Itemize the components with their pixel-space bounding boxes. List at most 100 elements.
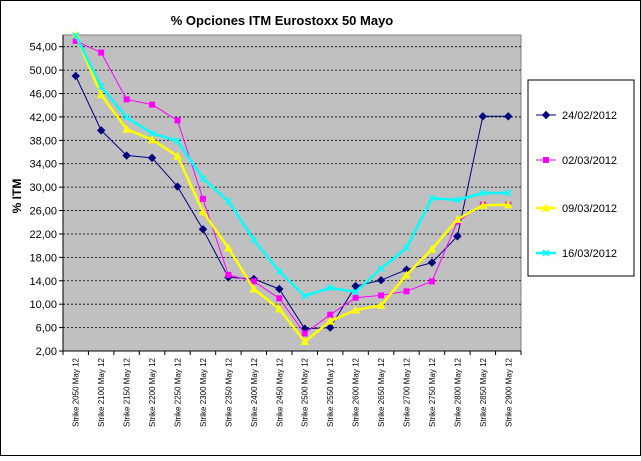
y-tick-label: 50,00	[29, 65, 57, 77]
y-tick-label: 38,00	[29, 135, 57, 147]
x-tick-label: Strike 2800 May 12	[453, 357, 462, 426]
legend-label: 24/02/2012	[562, 110, 617, 122]
y-tick-label: 2,00	[36, 346, 57, 358]
x-tick-label: Strike 2300 May 12	[199, 357, 208, 426]
legend-box	[527, 79, 635, 277]
data-point	[352, 288, 360, 296]
data-point	[351, 305, 360, 314]
data-point	[428, 194, 436, 202]
data-point	[123, 96, 130, 103]
plot-background	[62, 34, 522, 352]
data-point	[148, 129, 156, 137]
data-point	[173, 182, 182, 191]
series-line	[74, 34, 509, 343]
x-tick-label: Strike 2550 May 12	[326, 357, 335, 426]
x-tick-label: Strike 2150 May 12	[123, 357, 132, 426]
legend-marker	[542, 249, 550, 257]
x-tick-label: Strike 2750 May 12	[428, 357, 437, 426]
chart-title: % Opciones ITM Eurostoxx 50 Mayo	[171, 13, 394, 28]
data-point	[402, 270, 411, 279]
x-tick-label: Strike 2450 May 12	[275, 357, 284, 426]
y-tick-label: 10,00	[29, 299, 57, 311]
data-point	[173, 137, 182, 145]
data-point	[300, 337, 310, 346]
legend: 24/02/2012 02/03/2012 09/03/2012 16/03/2012	[527, 79, 635, 277]
series-line	[75, 75, 509, 330]
data-point	[376, 275, 386, 285]
data-point	[173, 151, 182, 160]
data-point	[504, 112, 513, 121]
legend-label: 16/03/2012	[562, 248, 617, 260]
data-point	[326, 284, 334, 292]
data-point	[378, 292, 385, 299]
data-point	[453, 232, 462, 241]
data-point	[427, 258, 437, 267]
x-tick-label: Strike 2700 May 12	[403, 357, 412, 426]
data-point	[122, 124, 131, 133]
legend-label: 09/03/2012	[562, 203, 617, 215]
data-point	[479, 189, 487, 197]
data-point	[149, 101, 156, 108]
data-point	[453, 196, 461, 204]
data-point	[478, 200, 488, 209]
data-point	[174, 117, 181, 124]
data-point	[275, 267, 283, 275]
data-point	[97, 82, 105, 91]
x-tick-label: Strike 2650 May 12	[377, 357, 386, 426]
data-point	[376, 300, 386, 309]
data-point	[198, 225, 208, 234]
series-line	[74, 35, 509, 298]
data-point	[199, 195, 206, 202]
x-tick-label: Strike 2850 May 12	[479, 357, 488, 426]
y-tick-label: 14,00	[29, 276, 57, 288]
data-point	[71, 71, 80, 81]
y-tick-label: 42,00	[29, 112, 57, 124]
x-tick-label: Strike 2200 May 12	[148, 357, 157, 426]
data-point	[325, 323, 335, 332]
plot-area: 2,00 6,00 10,00 14,00 18,00 22,00 26,00 30,00 34…	[29, 30, 522, 427]
data-point	[250, 278, 257, 285]
data-point	[123, 113, 131, 122]
x-tick-label: Strike 2900 May 12	[504, 357, 513, 426]
data-point	[249, 284, 259, 293]
x-tick-label: Strike 2600 May 12	[352, 357, 361, 426]
data-point	[453, 214, 462, 223]
x-tick-label: Strike 2100 May 12	[97, 357, 106, 426]
data-point	[427, 244, 437, 253]
data-point	[325, 316, 335, 325]
y-tick-label: 34,00	[29, 159, 57, 171]
data-point	[250, 236, 258, 244]
legend-label: 02/03/2012	[562, 155, 617, 167]
x-tick-label: Strike 2250 May 12	[174, 357, 183, 426]
data-point	[428, 278, 435, 285]
data-point	[478, 112, 488, 121]
legend-marker	[541, 110, 551, 120]
data-point	[122, 151, 131, 160]
data-point	[403, 288, 410, 295]
y-tick-label: 46,00	[29, 89, 57, 101]
data-point	[503, 200, 513, 209]
y-tick-label: 54,00	[29, 42, 57, 54]
data-point	[72, 32, 80, 40]
data-point	[301, 292, 309, 300]
data-point	[301, 330, 308, 337]
data-point	[224, 197, 232, 205]
data-point	[96, 90, 106, 99]
data-point	[98, 49, 105, 56]
series-line	[75, 40, 509, 334]
y-tick-label: 30,00	[29, 182, 57, 194]
data-point	[275, 284, 284, 294]
data-point	[147, 135, 157, 144]
y-axis-label: % ITM	[10, 179, 24, 214]
data-point	[199, 174, 207, 182]
data-point	[224, 243, 233, 252]
x-tick-label: Strike 2350 May 12	[224, 357, 233, 426]
x-tick-label: Strike 2400 May 12	[250, 357, 259, 426]
data-point	[327, 311, 334, 318]
x-tick-label: Strike 2050 May 12	[72, 357, 81, 426]
y-tick-label: 22,00	[29, 229, 57, 241]
data-point	[351, 281, 360, 291]
legend-marker	[541, 203, 551, 212]
